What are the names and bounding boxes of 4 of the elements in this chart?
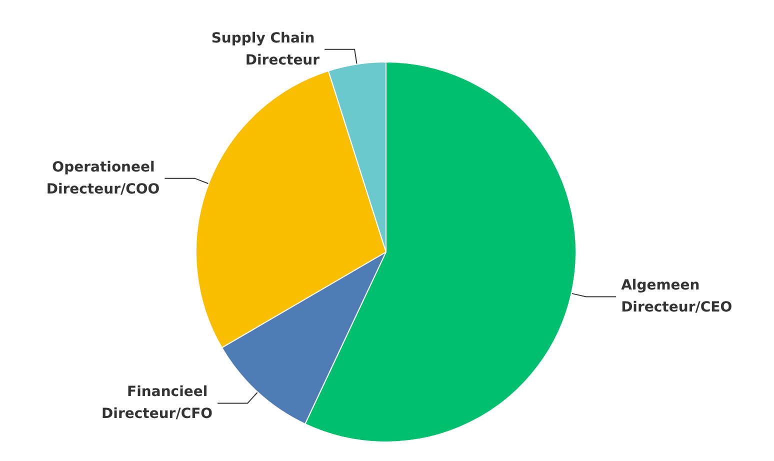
slice-label: Algemeen Directeur/CEO xyxy=(621,278,732,316)
slice-label: Financieel Directeur/CFO xyxy=(102,384,213,422)
slice-label: Operationeel Directeur/COO xyxy=(46,159,160,198)
slice-label: Supply Chain Directeur xyxy=(211,30,320,68)
